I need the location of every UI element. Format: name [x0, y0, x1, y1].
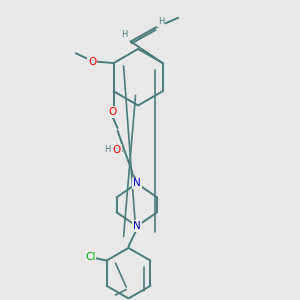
Text: N: N — [133, 178, 141, 188]
Text: H: H — [158, 17, 164, 26]
Text: H: H — [121, 31, 127, 40]
Text: Cl: Cl — [85, 252, 95, 262]
Text: N: N — [133, 221, 141, 231]
Text: O: O — [88, 57, 96, 67]
Text: H: H — [104, 145, 111, 154]
Text: O: O — [108, 107, 116, 117]
Text: O: O — [112, 145, 121, 154]
